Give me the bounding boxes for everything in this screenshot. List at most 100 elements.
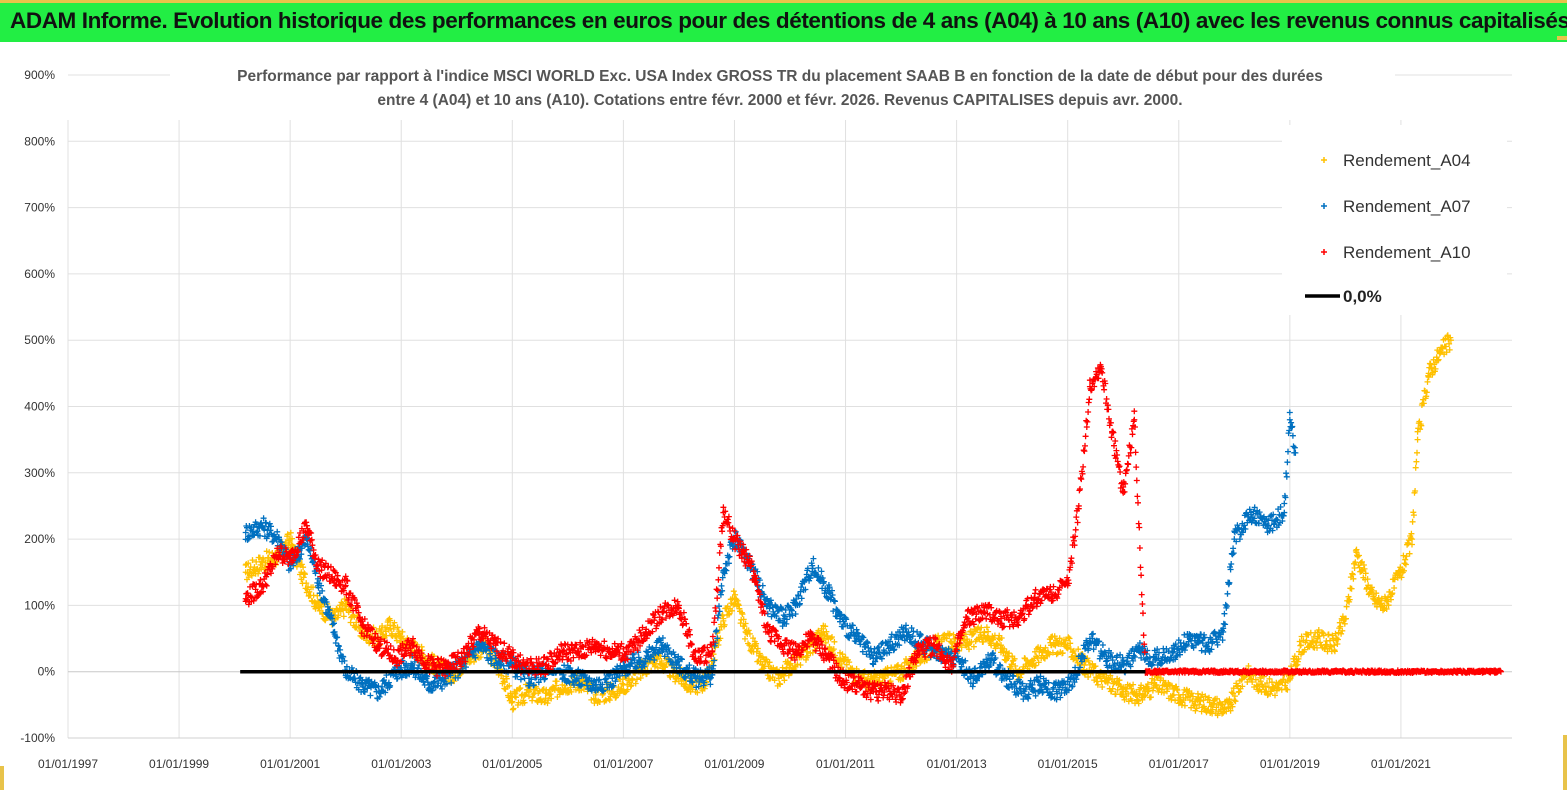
x-axis-labels: 01/01/1997 01/01/1999 01/01/2001 01/01/2003… — [38, 757, 1431, 771]
data-point-cloud — [559, 640, 582, 664]
data-point-cloud — [709, 522, 726, 654]
page-title: ADAM Informe. Evolution historique des p… — [10, 8, 1567, 33]
data-point-cloud — [1209, 695, 1232, 719]
data-point-cloud — [998, 606, 1021, 631]
y-tick-label: 200% — [24, 532, 55, 546]
data-point-cloud — [1286, 409, 1298, 456]
data-point-cloud — [792, 560, 815, 617]
data-point-cloud — [1014, 594, 1037, 629]
x-tick-label: 01/01/2021 — [1371, 757, 1431, 771]
data-point-cloud — [764, 597, 787, 630]
data-point — [825, 589, 832, 596]
header-bar: ADAM Informe. Evolution historique des p… — [0, 0, 1567, 42]
legend: Rendement_A04 Rendement_A07 Rendement_A10 0… — [1282, 125, 1507, 315]
y-tick-label: 500% — [24, 333, 55, 347]
data-point-cloud — [1164, 667, 1193, 676]
y-tick-label: -100% — [20, 731, 55, 745]
data-point-cloud — [303, 522, 321, 572]
data-point — [1409, 536, 1416, 543]
data-point-cloud — [948, 614, 971, 675]
data-point-cloud — [914, 634, 937, 660]
data-point-cloud — [509, 681, 532, 713]
data-point-cloud — [359, 676, 382, 702]
data-point-cloud — [887, 622, 909, 654]
data-point-cloud — [342, 663, 365, 695]
series-Rendement_A04 — [242, 332, 1454, 719]
y-tick-label: 900% — [24, 68, 55, 82]
data-point-cloud — [1342, 667, 1370, 676]
data-point-cloud — [392, 637, 415, 669]
x-tick-label: 01/01/2001 — [260, 757, 320, 771]
data-point-cloud — [809, 631, 832, 664]
data-point-cloud — [1186, 667, 1215, 676]
data-point-cloud — [287, 519, 310, 566]
data-point-cloud — [1231, 506, 1254, 545]
data-point-cloud — [459, 624, 482, 665]
data-point-cloud — [964, 602, 987, 628]
data-point-cloud — [659, 635, 682, 671]
x-tick-label: 01/01/2013 — [927, 757, 987, 771]
data-point-cloud — [1020, 674, 1043, 703]
data-point-cloud — [314, 556, 337, 586]
data-point-cloud — [1259, 673, 1282, 699]
data-point-cloud — [792, 628, 815, 659]
x-tick-label: 01/01/2003 — [371, 757, 431, 771]
legend-marker — [1321, 203, 1327, 209]
data-point-cloud — [1048, 633, 1071, 658]
data-point-cloud — [476, 624, 498, 652]
data-point-cloud — [1381, 564, 1404, 612]
series-points — [242, 332, 1504, 719]
y-tick-label: 800% — [24, 134, 55, 148]
y-axis-labels: 900% 800% 700% 600% 500% 400% 300% 200% 100% 0% -1… — [20, 68, 55, 745]
data-point-cloud — [837, 611, 859, 645]
data-point-cloud — [692, 664, 715, 691]
data-point-cloud — [592, 638, 615, 662]
data-point-cloud — [1320, 667, 1348, 676]
data-point-cloud — [1103, 647, 1126, 674]
title-line: entre 4 (A04) et 10 ans (A10). Cotations… — [377, 92, 1182, 109]
data-point-cloud — [764, 621, 787, 657]
data-point-cloud — [1064, 505, 1082, 587]
x-tick-label: 01/01/2009 — [704, 757, 764, 771]
x-tick-label: 01/01/2011 — [816, 757, 875, 771]
data-point-cloud — [1036, 673, 1059, 702]
data-point-cloud — [1053, 670, 1076, 703]
data-point-cloud — [1364, 667, 1393, 676]
corner-accent-right — [1557, 36, 1567, 40]
data-point-cloud — [1431, 667, 1459, 676]
data-point-cloud — [1153, 673, 1182, 704]
x-tick-label: 01/01/1997 — [38, 757, 98, 771]
data-point-cloud — [1298, 667, 1326, 676]
legend-background — [1282, 125, 1507, 315]
data-point-cloud — [476, 638, 498, 669]
data-point-cloud — [1203, 627, 1226, 655]
y-tick-label: 100% — [24, 598, 55, 612]
data-point-cloud — [742, 620, 765, 673]
legend-marker — [1321, 249, 1327, 255]
x-tick-label: 01/01/1999 — [149, 757, 209, 771]
data-point-cloud — [642, 603, 665, 642]
data-point-cloud — [781, 637, 798, 663]
data-point-cloud — [981, 624, 1004, 652]
x-tick-label: 01/01/2019 — [1260, 757, 1320, 771]
data-point — [1286, 416, 1293, 423]
data-point-cloud — [1120, 681, 1143, 707]
data-point-cloud — [981, 601, 1004, 628]
x-tick-label: 01/01/2015 — [1038, 757, 1098, 771]
data-point-cloud — [1370, 590, 1387, 614]
data-point-cloud — [1131, 408, 1148, 656]
data-point-cloud — [625, 624, 648, 655]
data-point-cloud — [1397, 530, 1415, 581]
data-point-cloud — [825, 582, 843, 620]
data-point-cloud — [259, 515, 282, 549]
data-point-cloud — [542, 678, 565, 707]
corner-accent-bottom-right — [1563, 735, 1567, 790]
data-point-cloud — [675, 605, 698, 663]
data-point-cloud — [642, 635, 665, 665]
data-point-cloud — [809, 555, 832, 602]
data-point-cloud — [1475, 667, 1504, 676]
data-point-cloud — [387, 617, 404, 646]
data-point-cloud — [887, 682, 904, 706]
data-point-cloud — [1070, 637, 1093, 686]
data-point-cloud — [1175, 686, 1198, 711]
